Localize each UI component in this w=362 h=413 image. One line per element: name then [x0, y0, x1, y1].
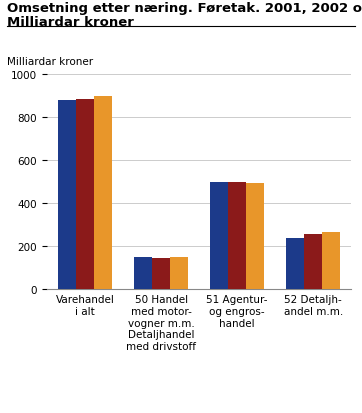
Bar [228, 183, 246, 289]
Bar [134, 257, 152, 289]
Bar [94, 97, 113, 289]
Text: Omsetning etter næring. Føretak. 2001, 2002 og 2003.: Omsetning etter næring. Føretak. 2001, 2… [7, 2, 362, 15]
Bar [286, 238, 304, 289]
Bar [246, 183, 265, 289]
Bar [210, 183, 228, 289]
Bar [152, 258, 170, 289]
Bar [304, 234, 322, 289]
Bar [322, 232, 341, 289]
Bar [58, 101, 76, 289]
Text: Milliardar kroner: Milliardar kroner [7, 57, 93, 67]
Bar [76, 100, 94, 289]
Bar [170, 258, 189, 289]
Text: Milliardar kroner: Milliardar kroner [7, 16, 134, 28]
